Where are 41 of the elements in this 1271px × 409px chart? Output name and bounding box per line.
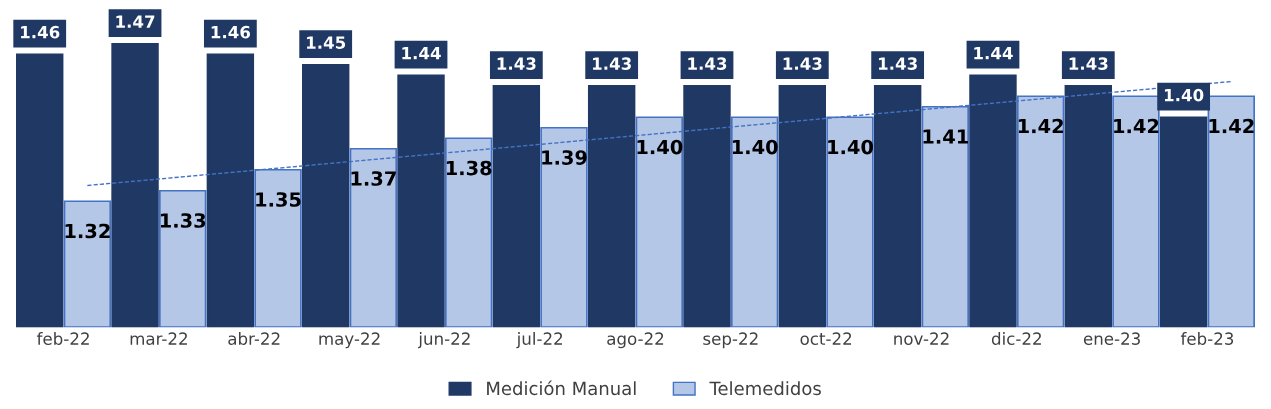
x-tick-label: dic-22 [991,332,1041,345]
x-tick-label: may-22 [319,332,380,349]
data-label: 1.43 [1069,57,1108,70]
data-label: 1.46 [211,25,251,39]
x-tick-label: ago-22 [607,332,664,349]
data-label: 1.38 [446,160,492,176]
data-label: 1.43 [497,57,536,70]
data-label: 1.40 [732,139,778,155]
data-label: 1.42 [1209,118,1254,134]
x-tick-label: nov-22 [894,332,949,345]
data-label: 1.40 [637,139,683,155]
data-label: 1.41 [923,129,968,144]
data-label: 1.43 [688,57,727,70]
data-label: 1.42 [1018,118,1063,134]
data-label: 1.42 [1114,118,1159,134]
x-tick-label: mar-22 [130,332,187,345]
legend-label: Telemedidos [709,381,821,396]
legend-label: Medición Manual [487,380,636,396]
data-label: 1.44 [402,47,441,60]
data-label: 1.45 [307,36,346,49]
x-tick-label: jun-22 [418,332,470,349]
data-label: 1.32 [65,223,110,239]
data-label: 1.43 [592,57,631,70]
x-tick-label: oct-22 [800,332,852,345]
data-label: 1.33 [160,213,206,228]
data-label: 1.39 [542,150,587,165]
data-label: 1.40 [1164,88,1204,102]
data-label: 1.43 [878,57,917,70]
data-label: 1.46 [21,25,60,39]
x-tick-label: abr-22 [228,332,280,345]
data-label: 1.44 [974,47,1013,60]
x-tick-label: jul-22 [516,332,563,349]
data-label: 1.40 [828,139,874,155]
data-label: 1.43 [783,57,822,70]
x-tick-label: feb-22 [36,332,89,345]
data-label: 1.35 [256,192,301,207]
x-tick-label: feb-23 [1180,332,1234,345]
x-tick-label: sep-22 [703,332,758,349]
data-label: 1.37 [351,171,396,186]
data-label: 1.47 [116,15,155,28]
x-tick-label: ene-23 [1083,332,1140,345]
